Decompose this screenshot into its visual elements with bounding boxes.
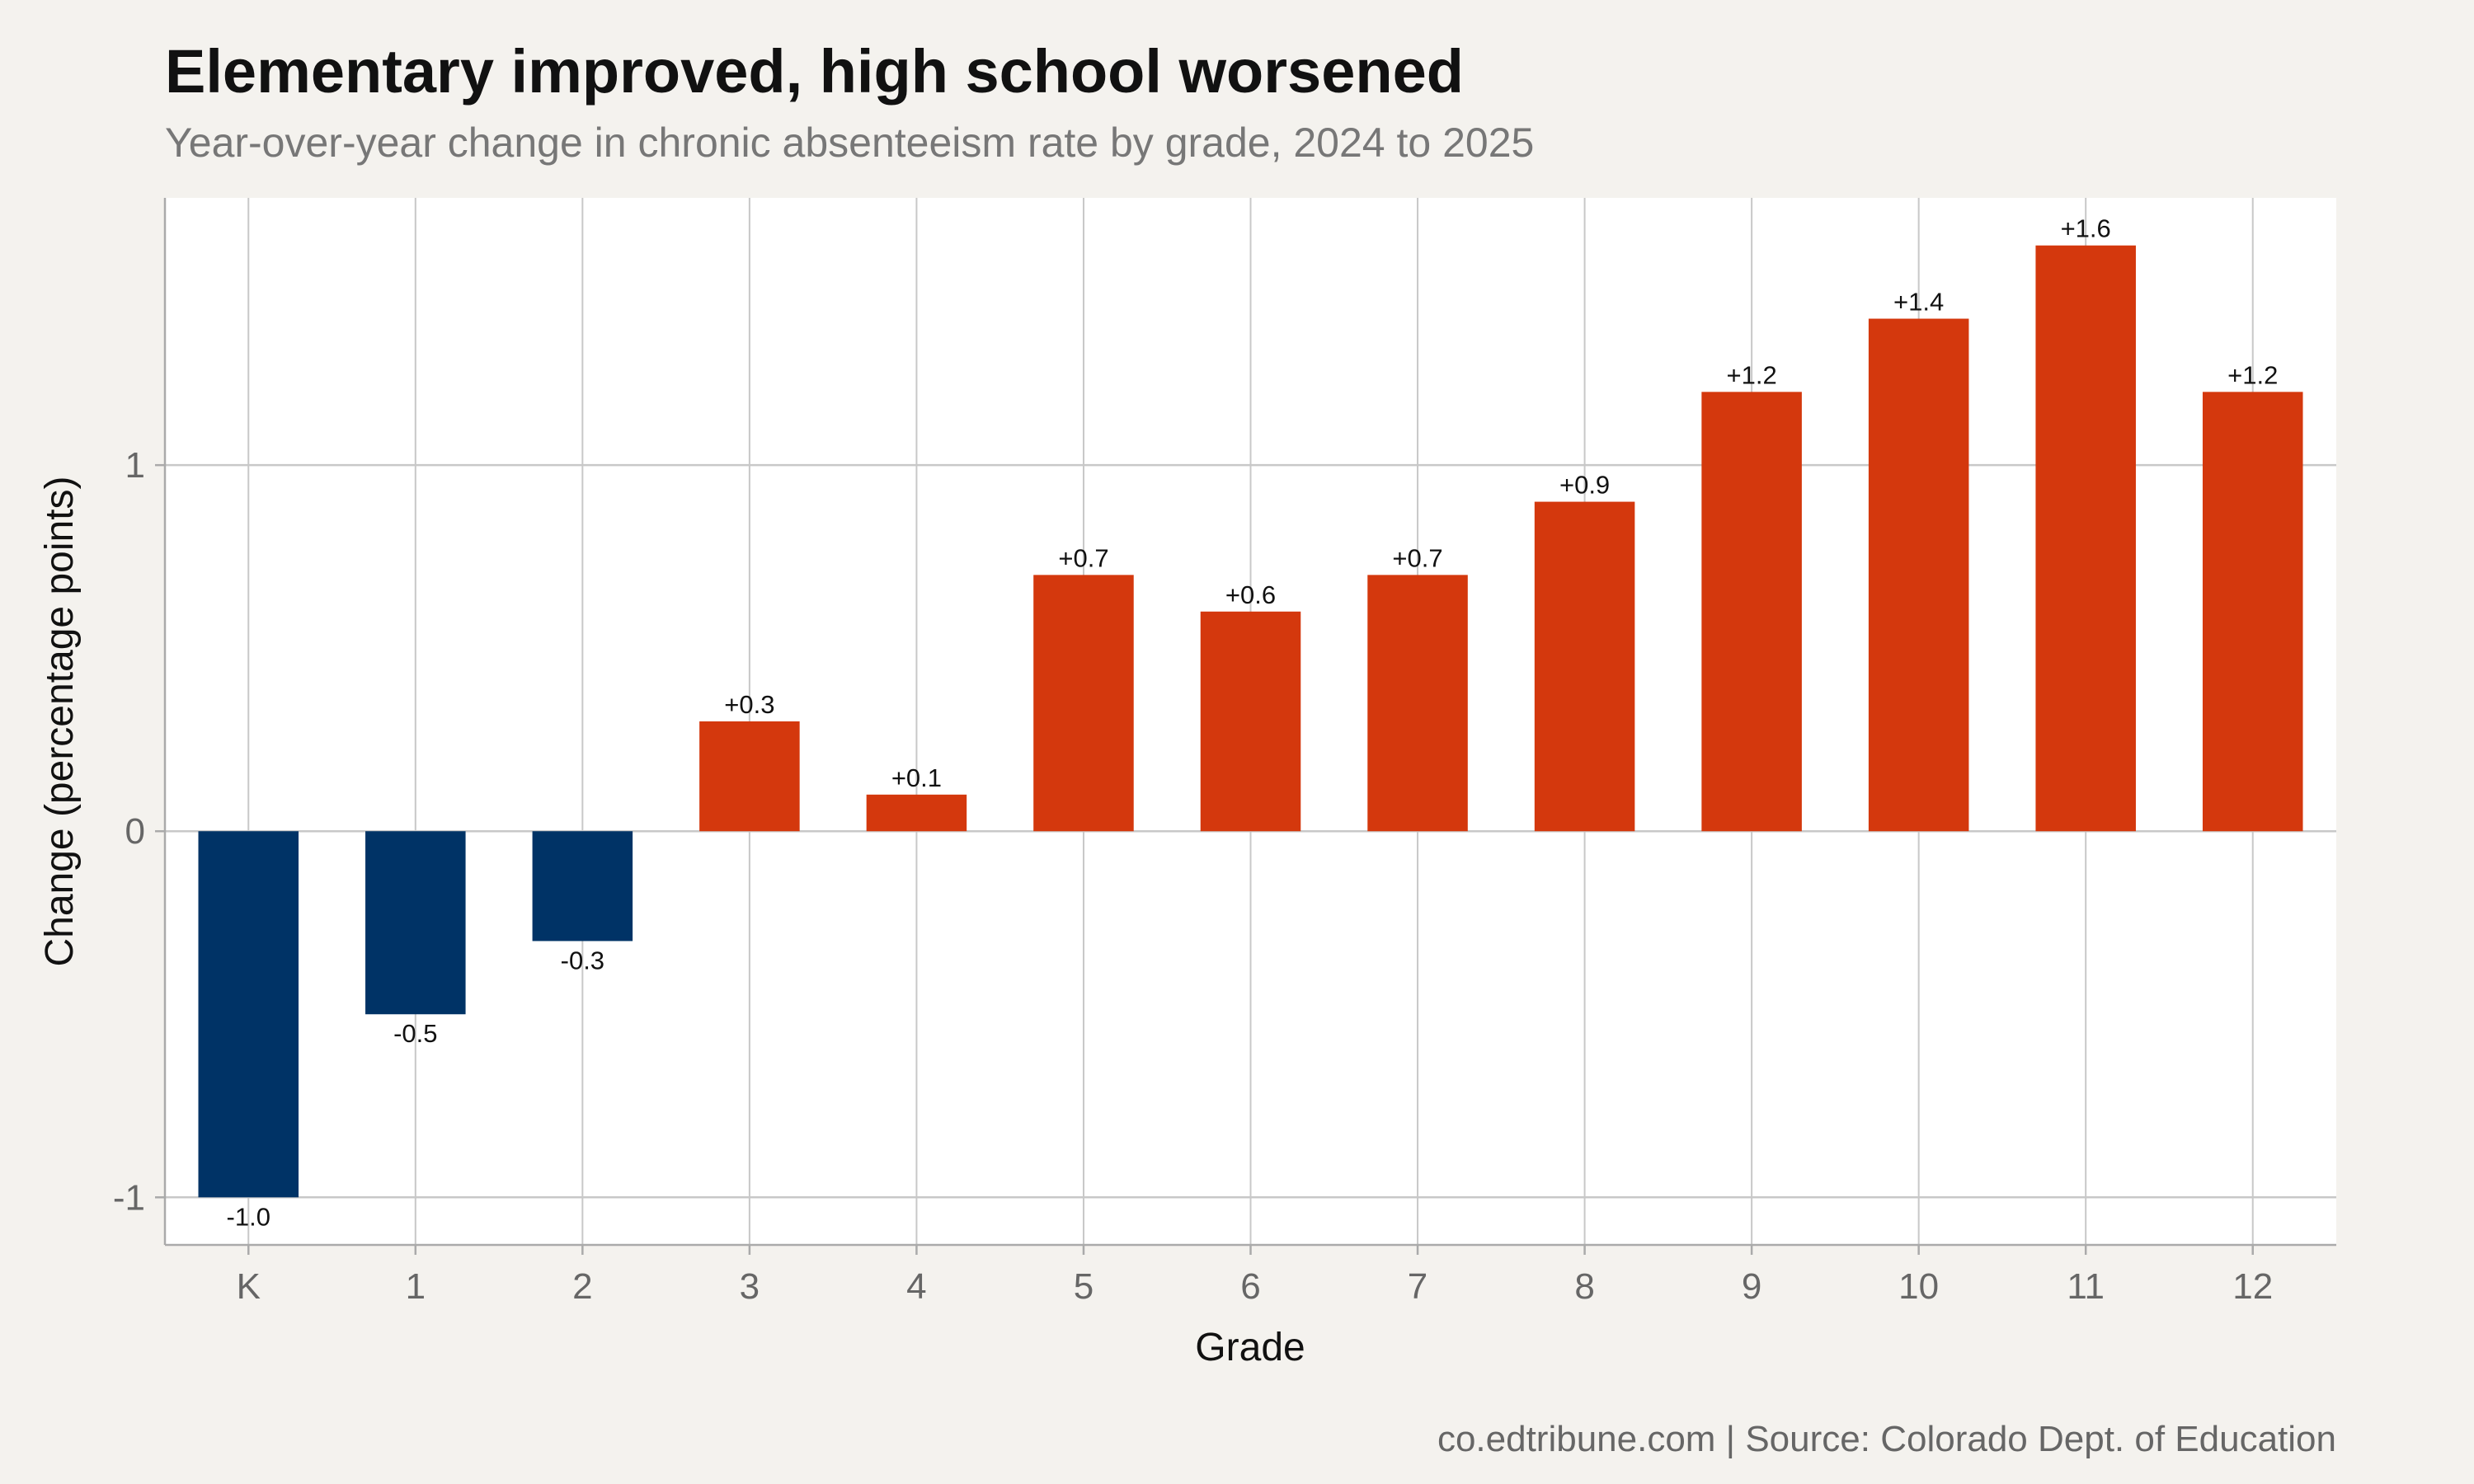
x-tick-label: 1: [406, 1266, 426, 1307]
x-tick-label: 4: [906, 1266, 926, 1307]
data-label: -0.5: [393, 1019, 437, 1048]
bar-4: [866, 794, 967, 832]
y-tick-label: -1: [113, 1177, 145, 1218]
bar-7: [1367, 575, 1468, 832]
x-tick-label: 12: [2232, 1266, 2273, 1307]
x-tick-label: 11: [2067, 1266, 2105, 1307]
data-label: -1.0: [227, 1202, 270, 1231]
bars: [198, 245, 2303, 1198]
data-label: +1.2: [1727, 360, 1777, 389]
bar-1: [365, 831, 466, 1015]
data-labels: -1.0 -0.5 -0.3 +0.3 +0.1 +0.7 +0.6 +0.7 +0.9 +1.2…: [227, 214, 2279, 1232]
data-label: +0.1: [891, 763, 942, 792]
bar-9: [1701, 392, 1802, 832]
x-tick-label: 10: [1898, 1266, 1939, 1307]
bar-11: [2035, 245, 2136, 832]
data-label: +0.6: [1225, 580, 1276, 609]
chart-title: Elementary improved, high school worsene…: [165, 37, 1464, 106]
chart-subtitle: Year-over-year change in chronic absente…: [165, 120, 1534, 166]
bar-12: [2202, 392, 2303, 832]
x-axis-ticks: K 1 2 3 4 5 6 7 8 9 10 11 12: [237, 1245, 2273, 1307]
bar-10: [1868, 318, 1969, 832]
data-label: +1.2: [2227, 360, 2278, 389]
data-label: +0.7: [1392, 543, 1442, 572]
y-tick-label: 0: [125, 811, 145, 852]
source-caption: co.edtribune.com | Source: Colorado Dept…: [1437, 1419, 2336, 1459]
y-axis-title: Change (percentage points): [38, 476, 82, 966]
data-label: +0.3: [724, 690, 774, 719]
y-tick-label: 1: [125, 445, 145, 486]
x-tick-label: 9: [1742, 1266, 1761, 1307]
data-label: +1.6: [2061, 214, 2111, 243]
x-tick-label: 6: [1240, 1266, 1260, 1307]
x-tick-label: K: [237, 1266, 261, 1307]
data-label: +0.9: [1559, 471, 1610, 500]
bar-2: [532, 831, 633, 942]
bar-6: [1200, 611, 1301, 832]
data-label: -0.3: [561, 946, 604, 974]
x-tick-label: 8: [1574, 1266, 1594, 1307]
data-label: +0.7: [1058, 543, 1108, 572]
bar-3: [699, 721, 800, 832]
x-tick-label: 7: [1408, 1266, 1427, 1307]
y-axis-ticks: -1 0 1: [113, 445, 165, 1218]
bar-8: [1534, 501, 1635, 832]
x-tick-label: 5: [1074, 1266, 1094, 1307]
x-axis-title: Grade: [1195, 1326, 1305, 1369]
data-label: +1.4: [1893, 288, 1944, 317]
x-tick-label: 2: [572, 1266, 592, 1307]
bar-k: [198, 831, 299, 1198]
bar-5: [1033, 575, 1134, 832]
x-tick-label: 3: [740, 1266, 760, 1307]
